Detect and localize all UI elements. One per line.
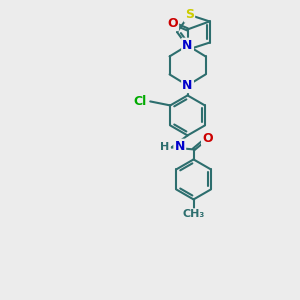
- Text: H: H: [160, 142, 170, 152]
- Text: S: S: [185, 8, 194, 21]
- Text: Cl: Cl: [133, 95, 146, 108]
- Text: O: O: [202, 132, 213, 145]
- Text: O: O: [167, 17, 178, 30]
- Text: N: N: [175, 140, 185, 153]
- Text: N: N: [182, 39, 193, 52]
- Text: N: N: [182, 79, 193, 92]
- Text: CH₃: CH₃: [182, 209, 205, 219]
